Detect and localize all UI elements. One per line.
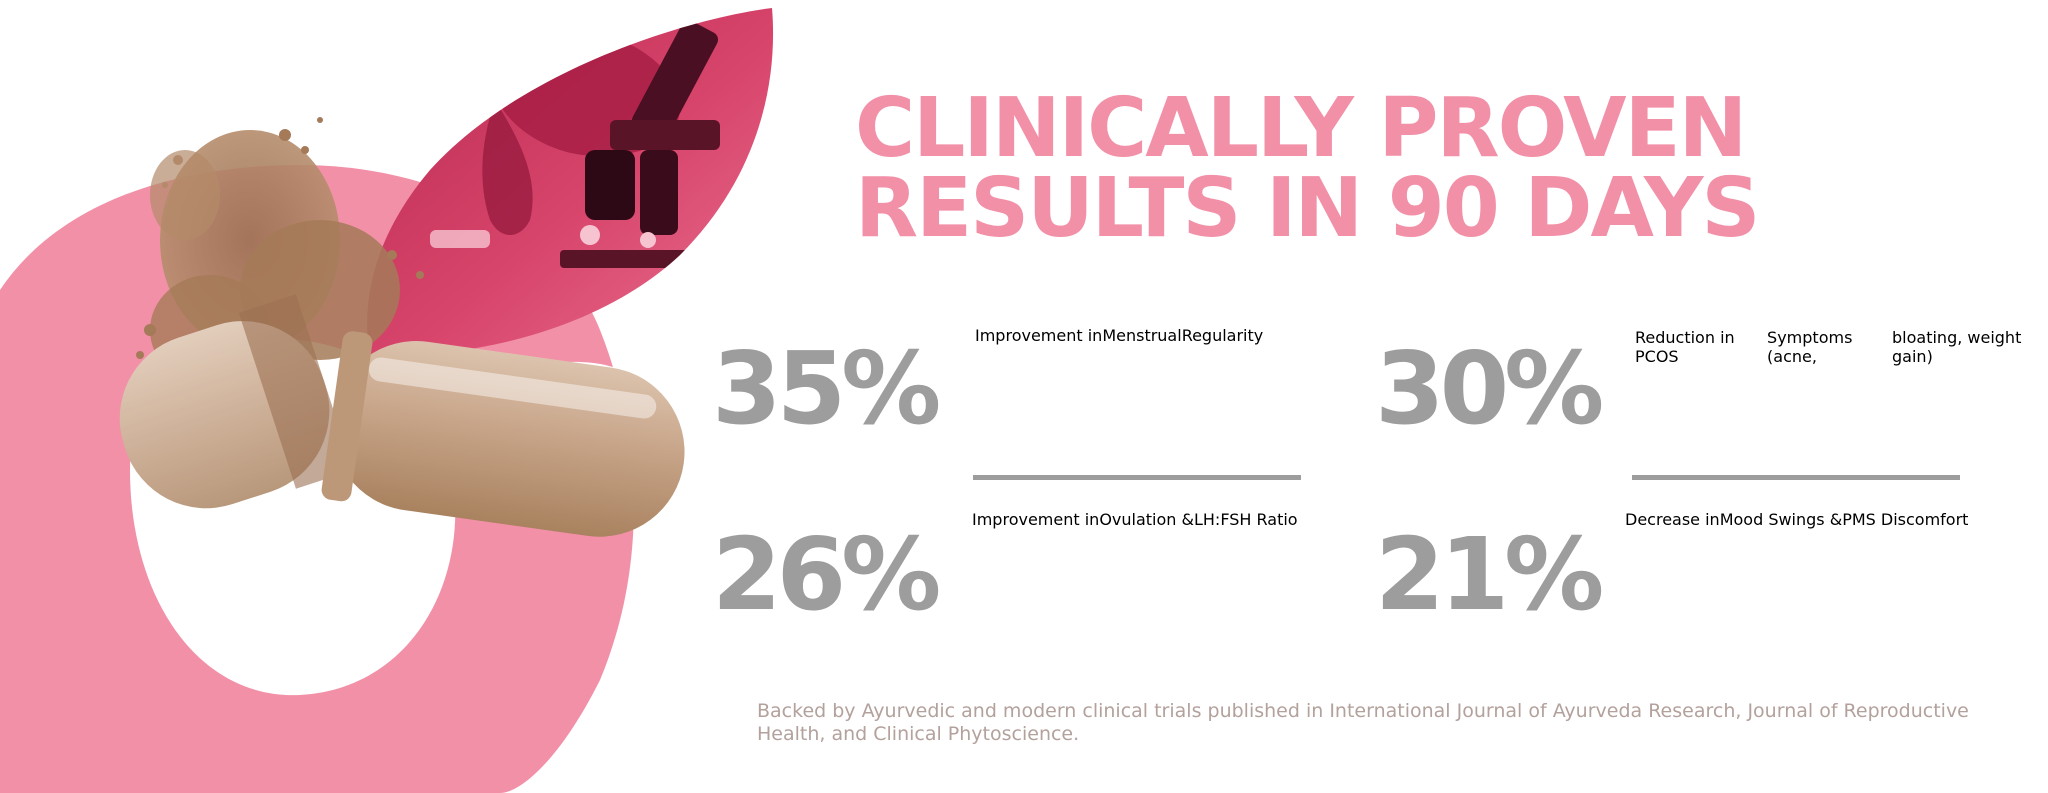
capsule-right-half xyxy=(321,331,685,537)
stat-desc-line: Menstrual xyxy=(1102,326,1182,345)
stat-description: Decrease in Mood Swings & PMS Discomfort xyxy=(1625,510,1968,529)
stat-description: Improvement in Ovulation & LH:FSH Ratio xyxy=(972,510,1298,529)
stat-desc-line: Regularity xyxy=(1181,326,1264,345)
stat-desc-line: Improvement in xyxy=(975,326,1103,345)
divider-left xyxy=(973,475,1301,480)
stat-desc-line: Ovulation & xyxy=(1099,510,1194,529)
headline-line2: RESULTS IN 90 DAYS xyxy=(855,168,1760,250)
capsule-left-half xyxy=(119,294,353,509)
stat-value: 21% xyxy=(1375,516,1604,633)
stat-desc-line: bloating, weight gain) xyxy=(1892,328,2022,366)
stat-value: 26% xyxy=(712,516,941,633)
stat-desc-line: Decrease in xyxy=(1625,510,1720,529)
headline: CLINICALLY PROVEN RESULTS IN 90 DAYS xyxy=(855,81,1760,250)
stat-desc-line: Mood Swings & xyxy=(1719,510,1843,529)
headline-line1: CLINICALLY PROVEN xyxy=(855,81,1747,176)
stat-description: Improvement in Menstrual Regularity xyxy=(975,326,1263,345)
stat-description: Reduction in PCOS Symptoms (acne, bloati… xyxy=(1635,328,2048,366)
stat-value: 30% xyxy=(1375,330,1604,447)
stat-menstrual-regularity: 35% xyxy=(712,330,941,447)
stat-ovulation: 26% xyxy=(712,516,941,633)
stat-desc-line: PMS Discomfort xyxy=(1842,510,1969,529)
stat-pcos-symptoms: 30% xyxy=(1375,330,1604,447)
stat-desc-line: Symptoms (acne, xyxy=(1767,328,1853,366)
lab-image-leaf xyxy=(367,8,774,356)
stat-desc-line: Improvement in xyxy=(972,510,1100,529)
footnote: Backed by Ayurvedic and modern clinical … xyxy=(757,700,1969,745)
divider-right xyxy=(1632,475,1960,480)
stat-desc-line: Reduction in PCOS xyxy=(1635,328,1735,366)
headline-line2-light: RESULTS IN xyxy=(855,161,1363,256)
stat-desc-line: LH:FSH Ratio xyxy=(1193,510,1298,529)
headline-line2-bold: 90 DAYS xyxy=(1387,161,1761,256)
stat-value: 35% xyxy=(712,330,941,447)
stat-mood-swings: 21% xyxy=(1375,516,1604,633)
